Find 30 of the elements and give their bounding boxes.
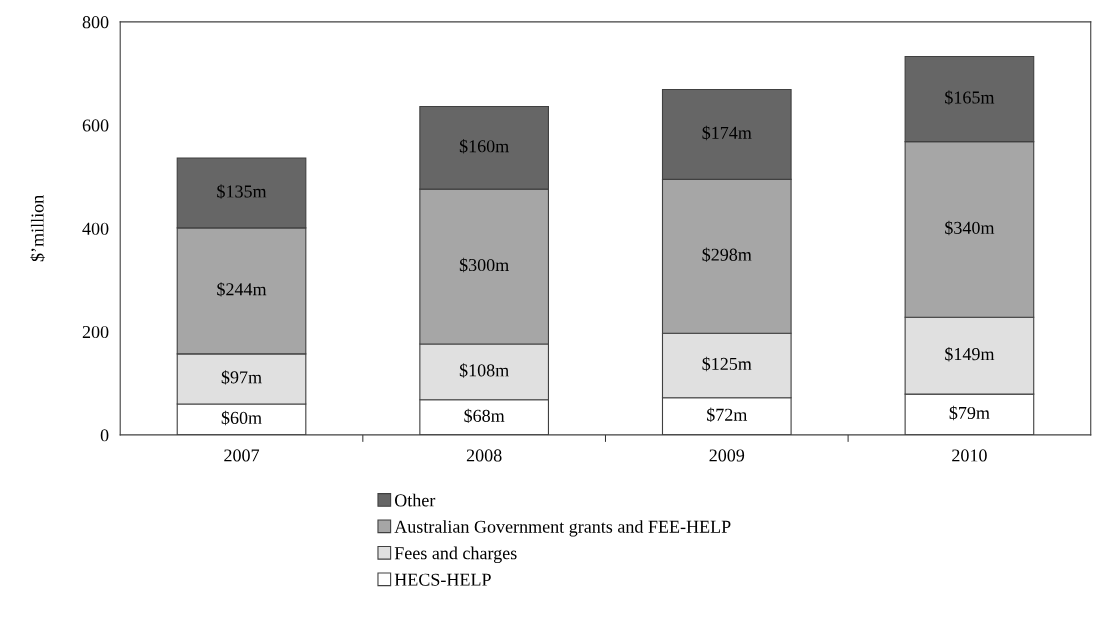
y-tick-label: 0 (100, 429, 109, 442)
data-label: $79m (949, 405, 990, 421)
data-label: $298m (702, 247, 752, 262)
legend-label: Other (394, 493, 436, 507)
x-tick-label: 2010 (952, 449, 987, 462)
legend-label: HECS-HELP (394, 573, 491, 586)
y-axis-title: $’million (30, 195, 45, 262)
data-label: $300m (459, 257, 509, 273)
y-tick-label: 600 (82, 119, 109, 132)
data-label: $244m (217, 282, 267, 297)
data-label: $135m (217, 184, 267, 199)
data-label: $160m (459, 139, 509, 154)
x-tick-label: 2009 (709, 449, 745, 462)
y-tick-label: 800 (82, 16, 109, 29)
data-label: $108m (459, 363, 509, 378)
data-label: $174m (702, 125, 752, 141)
y-tick-label: 200 (82, 325, 109, 339)
legend-label: Australian Government grants and FEE-HELP (394, 520, 731, 537)
data-label: $68m (464, 408, 505, 424)
data-label: $125m (702, 356, 752, 372)
data-label: $340m (945, 220, 995, 236)
data-label: $165m (945, 90, 995, 105)
legend-label: Fees and charges (394, 546, 517, 564)
data-label: $60m (221, 410, 262, 426)
data-label: $72m (707, 407, 748, 423)
x-tick-label: 2007 (224, 449, 260, 462)
y-tick-label: 400 (82, 222, 109, 235)
x-tick-label: 2008 (466, 449, 502, 462)
data-label: $97m (221, 370, 262, 385)
data-label: $149m (945, 346, 995, 362)
